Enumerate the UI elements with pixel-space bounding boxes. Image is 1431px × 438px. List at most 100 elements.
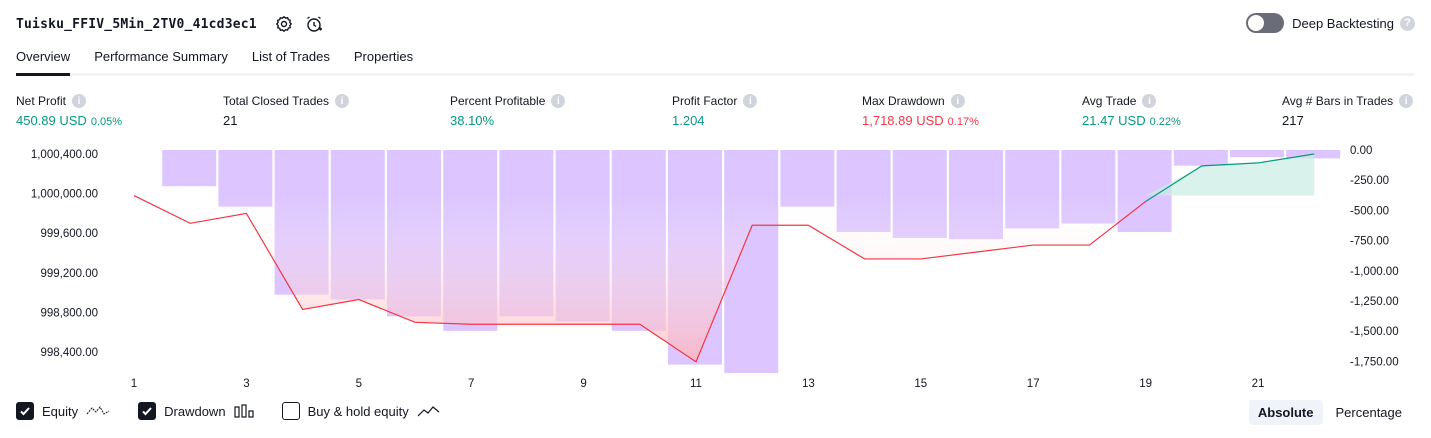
x-axis-tick: 7 xyxy=(468,378,474,390)
metrics-row: Net Profit i 450.89 USD 0.05% Total Closed… xyxy=(16,94,1415,130)
info-icon[interactable]: i xyxy=(335,94,350,108)
right-axis-tick: -750.00 xyxy=(1350,236,1389,248)
metric-label: Percent Profitable xyxy=(450,94,546,108)
x-axis-tick: 17 xyxy=(1027,378,1040,390)
metric-value: 1,718.89 USD xyxy=(862,113,944,128)
metric-total-closed-trades: Total Closed Trades i 21 xyxy=(223,94,350,128)
strategy-name: Tuisku_FFIV_5Min_2TV0_41cd3ec1 xyxy=(16,16,257,32)
x-axis-tick: 3 xyxy=(243,378,249,390)
left-axis-tick: 999,600.00 xyxy=(40,228,98,240)
deep-backtesting-label: Deep Backtesting xyxy=(1292,15,1394,31)
display-mode-switch: Absolute Percentage xyxy=(1245,400,1411,425)
legend-label: Buy & hold equity xyxy=(307,403,409,419)
tab-performance-summary[interactable]: Performance Summary xyxy=(94,49,228,64)
left-axis-tick: 998,400.00 xyxy=(40,347,98,359)
metric-net-profit: Net Profit i 450.89 USD 0.05% xyxy=(16,94,122,128)
tab-overview[interactable]: Overview xyxy=(16,46,71,76)
x-axis-tick: 21 xyxy=(1252,378,1265,390)
metric-avg-bars-in-trades: Avg # Bars in Trades i 217 xyxy=(1282,94,1414,128)
metric-percent: 0.22% xyxy=(1149,116,1181,128)
strategy-header: Tuisku_FFIV_5Min_2TV0_41cd3ec1 xyxy=(16,12,325,36)
metric-label: Avg # Bars in Trades xyxy=(1282,94,1394,108)
metric-value: 38.10% xyxy=(450,113,495,128)
right-axis-tick: 0.00 xyxy=(1350,145,1372,157)
legend-label: Equity xyxy=(42,403,79,419)
metric-percent: 0.05% xyxy=(90,116,123,128)
info-icon[interactable]: i xyxy=(950,94,965,108)
metric-profit-factor: Profit Factor i 1.204 xyxy=(672,94,758,128)
equity-checkbox[interactable] xyxy=(16,402,34,420)
equity-line-icon xyxy=(86,404,110,418)
right-axis-tick: -1,250.00 xyxy=(1350,296,1399,308)
deep-backtesting-toggle[interactable] xyxy=(1246,13,1285,33)
left-axis-tick: 999,200.00 xyxy=(40,268,98,280)
right-axis-tick: -1,750.00 xyxy=(1350,356,1399,368)
right-axis-tick: -1,000.00 xyxy=(1350,266,1399,278)
x-axis-tick: 11 xyxy=(690,378,702,390)
help-icon[interactable]: ? xyxy=(1400,15,1415,31)
right-axis-tick: -250.00 xyxy=(1350,175,1389,187)
x-axis-tick: 9 xyxy=(580,378,586,390)
legend-buy-hold-equity[interactable]: Buy & hold equity xyxy=(281,402,441,420)
metric-value: 217 xyxy=(1282,113,1304,128)
metric-value: 450.89 USD xyxy=(16,113,87,128)
info-icon[interactable]: i xyxy=(551,94,566,108)
metric-avg-trade: Avg Trade i 21.47 USD 0.22% xyxy=(1082,94,1181,128)
x-axis-tick: 1 xyxy=(131,378,137,390)
equity-gain-area xyxy=(1145,154,1315,196)
equity-line-loss xyxy=(133,195,1146,363)
drawdown-checkbox[interactable] xyxy=(138,402,157,420)
percentage-button[interactable]: Percentage xyxy=(1335,405,1403,420)
tab-bar: Overview Performance Summary List of Tra… xyxy=(16,46,1415,76)
x-axis-tick: 5 xyxy=(356,378,362,390)
metric-value: 21.47 USD xyxy=(1082,113,1146,128)
equity-fill xyxy=(134,154,1315,362)
equity-line xyxy=(133,153,1315,363)
metric-label: Profit Factor xyxy=(672,94,738,108)
metric-label: Net Profit xyxy=(16,94,67,108)
drawdown-bar xyxy=(162,150,217,187)
equity-line-gain xyxy=(1145,153,1315,203)
drawdown-bars-icon xyxy=(233,404,254,418)
tab-properties[interactable]: Properties xyxy=(353,49,414,64)
left-axis: 1,000,400.00 1,000,000.00 999,600.00 999,20… xyxy=(31,149,98,359)
drawdown-bar xyxy=(1230,150,1284,158)
legend-label: Drawdown xyxy=(164,403,226,419)
gear-icon[interactable] xyxy=(273,13,295,35)
metric-label: Avg Trade xyxy=(1082,94,1137,108)
absolute-button[interactable]: Absolute xyxy=(1248,400,1323,425)
tab-list-of-trades[interactable]: List of Trades xyxy=(251,49,330,64)
metric-value: 21 xyxy=(223,113,238,128)
x-axis: 1 3 5 7 9 11 13 15 17 19 21 xyxy=(131,378,1265,390)
metric-value: 1.204 xyxy=(672,113,705,128)
buy-hold-checkbox[interactable] xyxy=(281,402,300,420)
x-axis-tick: 15 xyxy=(914,378,927,390)
chart-legend: Equity Drawdown Buy & hold equity xyxy=(16,402,469,420)
left-axis-tick: 998,800.00 xyxy=(40,307,98,319)
buy-hold-line-icon xyxy=(417,404,441,418)
equity-loss-area xyxy=(134,195,1146,362)
legend-equity[interactable]: Equity xyxy=(16,402,110,420)
info-icon[interactable]: i xyxy=(1142,94,1157,108)
left-axis-tick: 1,000,400.00 xyxy=(31,149,98,161)
legend-drawdown[interactable]: Drawdown xyxy=(138,402,254,420)
drawdown-bar xyxy=(1173,150,1228,166)
right-axis: 0.00 -250.00 -500.00 -750.00 -1,000.00 -1,250… xyxy=(1350,145,1399,368)
info-icon[interactable]: i xyxy=(743,94,758,108)
metric-label: Total Closed Trades xyxy=(223,94,330,108)
info-icon[interactable]: i xyxy=(1399,94,1414,108)
equity-drawdown-chart[interactable]: 1,000,400.00 1,000,000.00 999,600.00 999,20… xyxy=(0,140,1431,390)
metric-label: Max Drawdown xyxy=(862,94,945,108)
right-axis-tick: -500.00 xyxy=(1350,205,1389,217)
alarm-clock-plus-icon[interactable] xyxy=(303,13,325,35)
info-icon[interactable]: i xyxy=(72,94,87,108)
metric-max-drawdown: Max Drawdown i 1,718.89 USD 0.17% xyxy=(862,94,979,128)
x-axis-tick: 19 xyxy=(1139,378,1152,390)
x-axis-tick: 13 xyxy=(802,378,815,390)
deep-backtesting: Deep Backtesting ? xyxy=(1246,13,1415,33)
toggle-knob xyxy=(1248,15,1265,31)
left-axis-tick: 1,000,000.00 xyxy=(31,189,98,201)
right-axis-tick: -1,500.00 xyxy=(1350,326,1399,338)
metric-percent-profitable: Percent Profitable i 38.10% xyxy=(450,94,566,128)
metric-percent: 0.17% xyxy=(947,116,979,128)
